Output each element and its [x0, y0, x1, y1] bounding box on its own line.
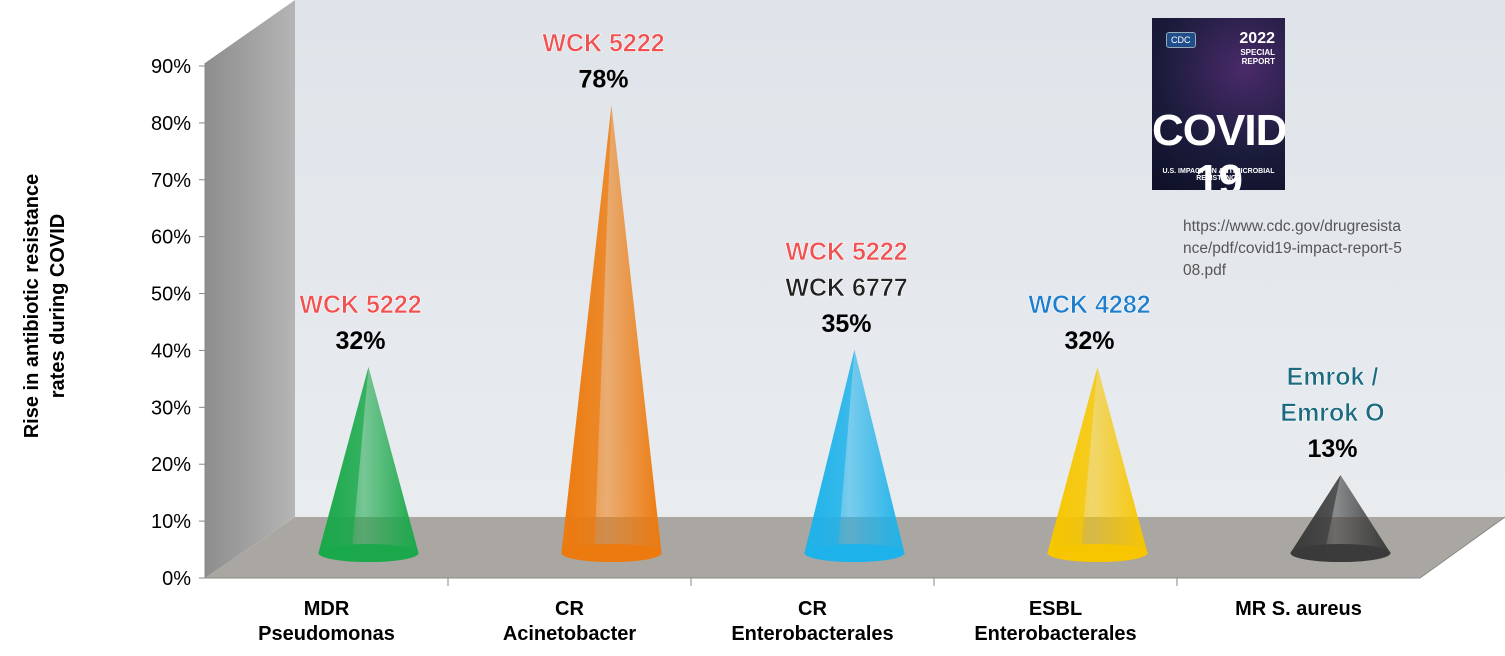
y-tick-label: 10% [151, 511, 191, 533]
drug-label: WCK 6777 [785, 274, 907, 302]
y-tick-label: 0% [162, 568, 191, 590]
y-tick-label: 80% [151, 113, 191, 135]
side-wall [205, 0, 295, 578]
y-tick-label: 30% [151, 397, 191, 419]
drug-label: WCK 4282 [1028, 291, 1150, 319]
y-tick-label: 60% [151, 227, 191, 249]
drug-label: WCK 5222 [299, 291, 421, 319]
y-tick-label: 90% [151, 56, 191, 78]
drug-label: Emrok O [1280, 399, 1384, 427]
report-cover: CDC 2022 SPECIAL REPORT COVID-19 U.S. IM… [1152, 18, 1285, 190]
y-tick-label: 50% [151, 284, 191, 306]
cover-subtitle: U.S. IMPACT ON ANTIMICROBIAL RESISTANCE [1152, 168, 1285, 182]
badge: SPECIAL REPORT [1240, 48, 1275, 66]
drug-label: Emrok / [1287, 363, 1379, 391]
x-tick-label: MDR Pseudomonas [217, 597, 437, 647]
value-label: 78% [578, 65, 628, 93]
x-tick-label: CR Acinetobacter [460, 597, 680, 647]
source-url: https://www.cdc.gov/drugresistance/pdf/c… [1183, 216, 1408, 282]
value-label: 32% [1064, 327, 1114, 355]
x-tick-label: ESBL Enterobacterales [946, 597, 1166, 647]
drug-label: WCK 5222 [785, 238, 907, 266]
value-label: 35% [821, 310, 871, 338]
value-label: 32% [335, 327, 385, 355]
value-label: 13% [1307, 435, 1357, 463]
drug-label: WCK 5222 [542, 29, 664, 57]
y-tick-label: 20% [151, 454, 191, 476]
logo: CDC [1166, 32, 1196, 48]
y-axis-title: Rise in antibiotic resistance rates duri… [19, 146, 71, 466]
y-tick-label: 40% [151, 340, 191, 362]
y-tick-label: 70% [151, 170, 191, 192]
year: 2022 [1239, 30, 1275, 48]
x-tick-label: CR Enterobacterales [703, 597, 923, 647]
page: 0% 10% 20% 30% 40% 50% 60% 70% 80% 90% 32% WCK 5222… [0, 0, 1505, 656]
x-tick-label: MR S. aureus [1189, 597, 1409, 622]
